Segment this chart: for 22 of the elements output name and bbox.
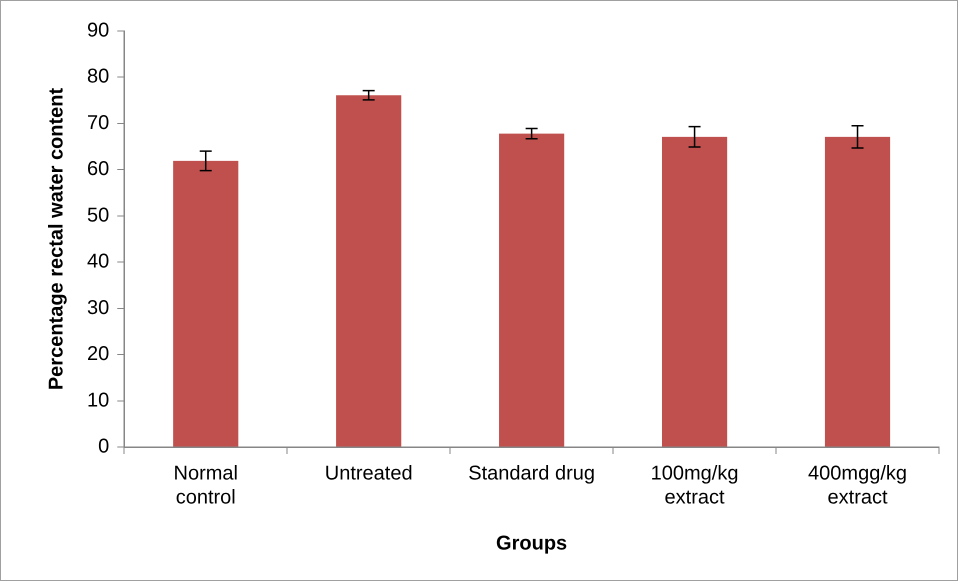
- y-tick-label: 0: [98, 436, 110, 458]
- bar: [499, 134, 564, 446]
- bar: [336, 95, 402, 446]
- x-tick-label: 100mg/kg extract: [650, 462, 738, 509]
- x-tick-label: 400mgg/kg extract: [808, 462, 908, 509]
- y-tick-label: 80: [86, 66, 110, 88]
- x-axis-title: Groups: [496, 532, 568, 555]
- bar: [662, 136, 728, 446]
- bar: [824, 136, 890, 446]
- bar: [173, 160, 238, 446]
- x-tick-label: Untreated: [324, 462, 413, 485]
- y-tick-label: 90: [86, 20, 110, 42]
- y-tick-label: 60: [86, 158, 110, 180]
- y-axis-title: Percentage rectal water content: [46, 88, 68, 390]
- y-tick-label: 10: [86, 389, 110, 412]
- y-tick-label: 50: [86, 204, 110, 226]
- y-tick-label: 20: [86, 343, 110, 366]
- y-tick-label: 30: [86, 296, 110, 319]
- x-tick-label: Normal control: [173, 462, 238, 509]
- x-tick-label: Standard drug: [468, 462, 596, 485]
- y-tick-label: 40: [86, 250, 110, 273]
- y-tick-label: 70: [86, 112, 110, 134]
